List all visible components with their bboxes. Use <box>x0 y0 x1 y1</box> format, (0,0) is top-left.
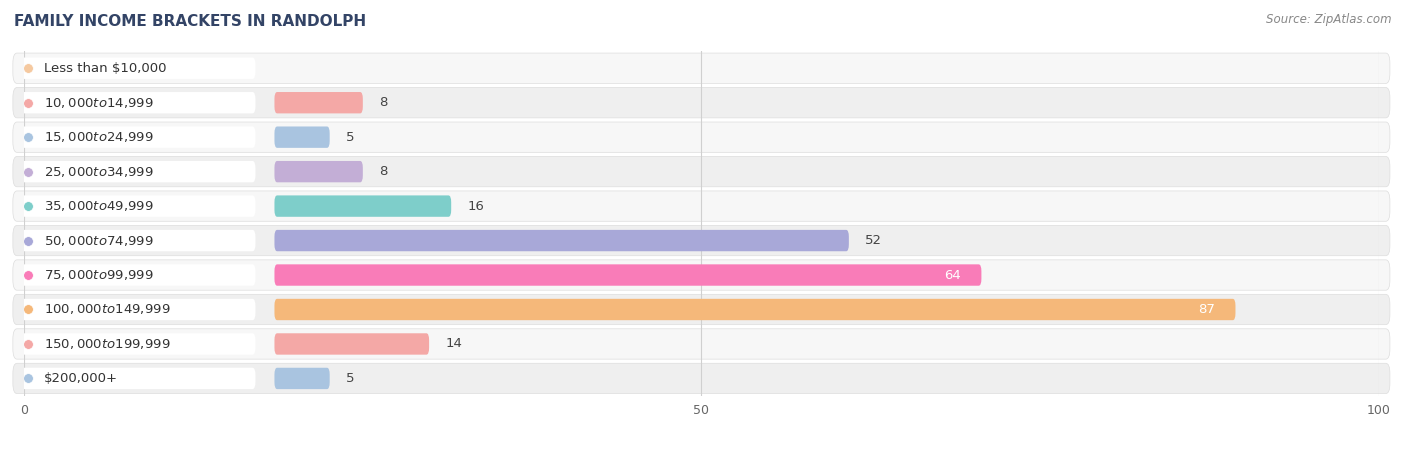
Text: $15,000 to $24,999: $15,000 to $24,999 <box>44 130 153 144</box>
FancyBboxPatch shape <box>274 126 329 148</box>
FancyBboxPatch shape <box>15 161 256 182</box>
FancyBboxPatch shape <box>274 333 429 355</box>
Text: $25,000 to $34,999: $25,000 to $34,999 <box>44 165 153 179</box>
FancyBboxPatch shape <box>13 88 1391 118</box>
FancyBboxPatch shape <box>13 294 1391 324</box>
Text: 52: 52 <box>865 234 882 247</box>
Text: 14: 14 <box>446 338 463 351</box>
Text: FAMILY INCOME BRACKETS IN RANDOLPH: FAMILY INCOME BRACKETS IN RANDOLPH <box>14 14 366 28</box>
FancyBboxPatch shape <box>15 299 256 320</box>
FancyBboxPatch shape <box>274 161 363 182</box>
FancyBboxPatch shape <box>274 92 363 113</box>
FancyBboxPatch shape <box>15 264 256 286</box>
Text: Source: ZipAtlas.com: Source: ZipAtlas.com <box>1267 14 1392 27</box>
Text: 64: 64 <box>945 269 962 282</box>
Text: 5: 5 <box>346 372 354 385</box>
FancyBboxPatch shape <box>15 92 256 113</box>
FancyBboxPatch shape <box>15 126 256 148</box>
FancyBboxPatch shape <box>13 260 1391 290</box>
FancyBboxPatch shape <box>274 299 1236 320</box>
FancyBboxPatch shape <box>13 225 1391 256</box>
Text: 8: 8 <box>380 96 388 109</box>
FancyBboxPatch shape <box>274 195 451 217</box>
Text: $100,000 to $149,999: $100,000 to $149,999 <box>44 302 170 316</box>
FancyBboxPatch shape <box>274 264 981 286</box>
FancyBboxPatch shape <box>13 363 1391 394</box>
FancyBboxPatch shape <box>15 195 256 217</box>
FancyBboxPatch shape <box>15 230 256 251</box>
FancyBboxPatch shape <box>13 53 1391 83</box>
FancyBboxPatch shape <box>13 122 1391 153</box>
FancyBboxPatch shape <box>15 333 256 355</box>
FancyBboxPatch shape <box>13 157 1391 187</box>
FancyBboxPatch shape <box>15 368 256 389</box>
Text: 8: 8 <box>380 165 388 178</box>
Text: $150,000 to $199,999: $150,000 to $199,999 <box>44 337 170 351</box>
FancyBboxPatch shape <box>13 329 1391 359</box>
Text: $35,000 to $49,999: $35,000 to $49,999 <box>44 199 153 213</box>
Text: 87: 87 <box>1198 303 1215 316</box>
Text: 5: 5 <box>346 130 354 144</box>
Text: $10,000 to $14,999: $10,000 to $14,999 <box>44 96 153 110</box>
FancyBboxPatch shape <box>15 58 256 79</box>
FancyBboxPatch shape <box>274 230 849 251</box>
Text: Less than $10,000: Less than $10,000 <box>44 62 166 75</box>
Text: $200,000+: $200,000+ <box>44 372 118 385</box>
FancyBboxPatch shape <box>274 368 329 389</box>
Text: $50,000 to $74,999: $50,000 to $74,999 <box>44 234 153 248</box>
Text: 16: 16 <box>467 200 484 212</box>
FancyBboxPatch shape <box>13 191 1391 221</box>
Text: $75,000 to $99,999: $75,000 to $99,999 <box>44 268 153 282</box>
